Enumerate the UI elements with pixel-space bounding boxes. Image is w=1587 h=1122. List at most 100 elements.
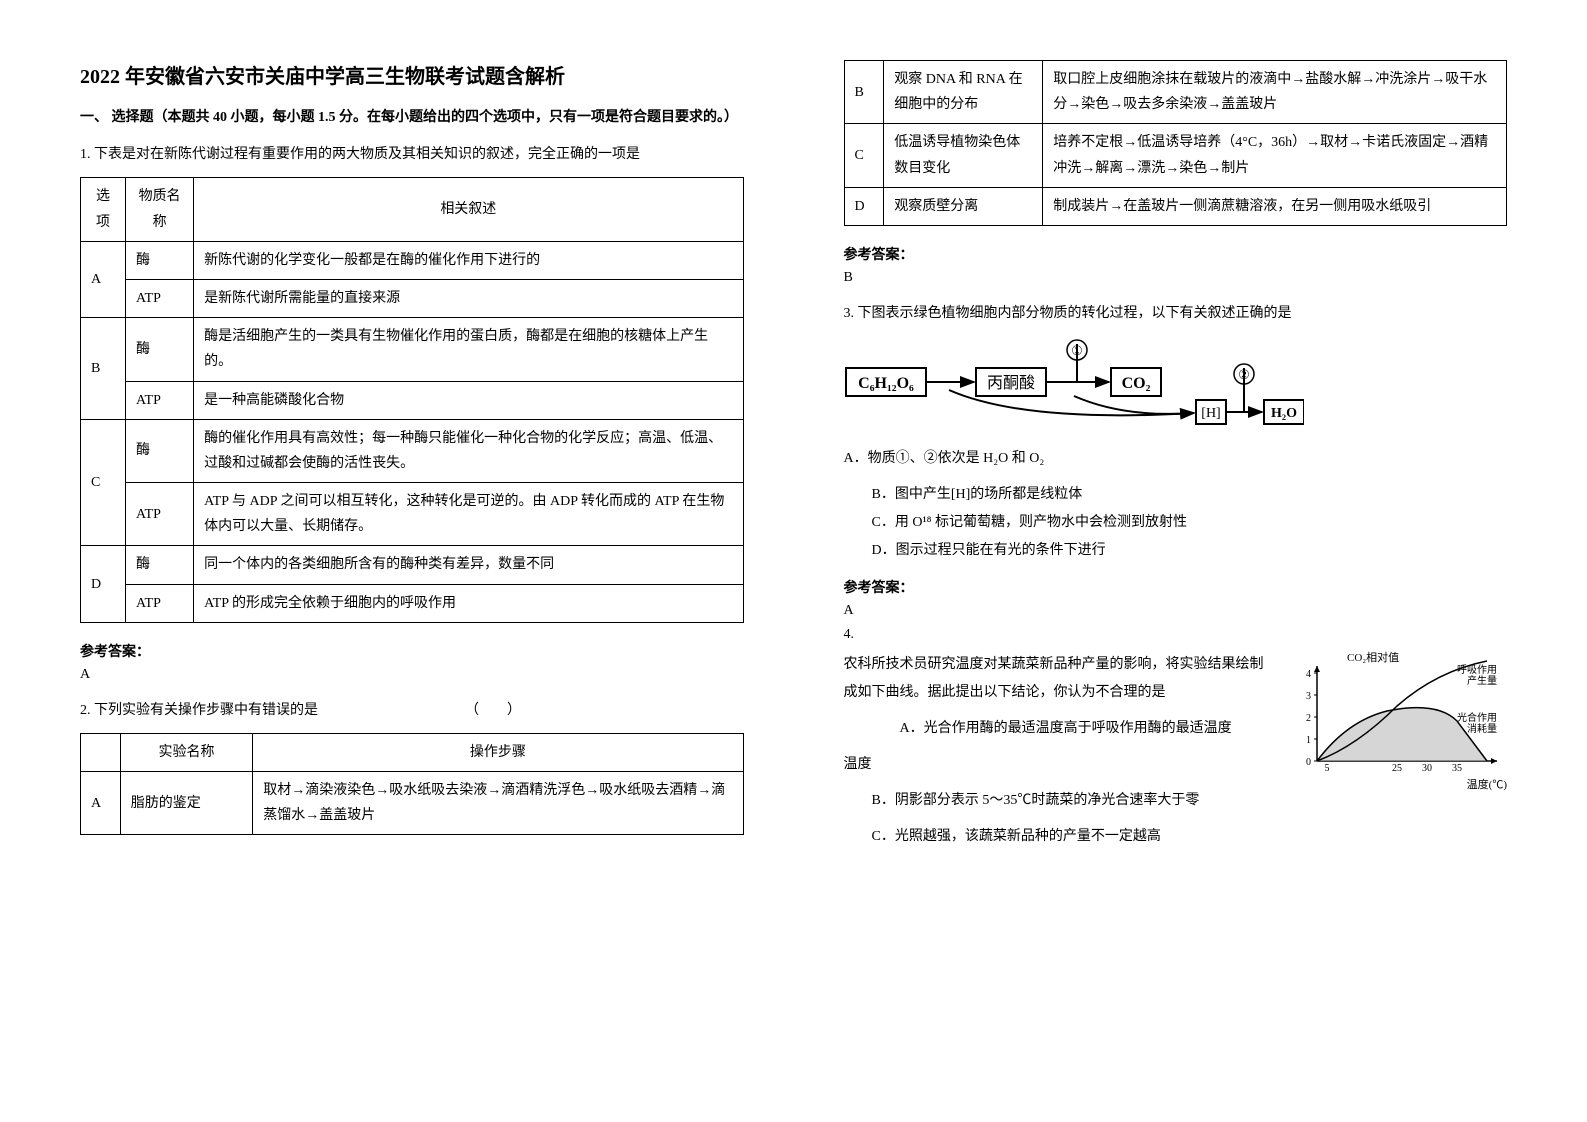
q2-table-part1: 实验名称 操作步骤 A 脂肪的鉴定 取材→滴染液染色→吸水纸吸去染液→滴酒精洗浮… — [80, 733, 744, 836]
q2-d-steps: 制成装片→在盖玻片一侧滴蔗糖溶液，在另一侧用吸水纸吸引 — [1043, 187, 1507, 225]
q1-h2: 相关叙述 — [194, 178, 743, 241]
q3-subopts: B．图中产生[H]的场所都是线粒体 C．用 O¹⁸ 标记葡萄糖，则产物水中会检测… — [872, 481, 1508, 565]
table-row: D 观察质壁分离 制成装片→在盖玻片一侧滴蔗糖溶液，在另一侧用吸水纸吸引 — [844, 187, 1507, 225]
q2-c-steps: 培养不定根→低温诱导培养（4°C，36h）→取材→卡诺氏液固定→酒精冲洗→解离→… — [1043, 124, 1507, 187]
q1-d-opt: D — [81, 546, 126, 622]
svg-text:呼吸作用: 呼吸作用 — [1457, 664, 1497, 676]
answer-label: 参考答案： — [844, 244, 1508, 264]
q2-d-name: 观察质壁分离 — [884, 187, 1043, 225]
q2-h1: 实验名称 — [120, 733, 253, 771]
q1-answer: A — [80, 667, 744, 683]
q1-h0: 选项 — [81, 178, 126, 241]
node-pyruvate: 丙酮酸 — [986, 374, 1034, 392]
q2-blank: （ ） — [465, 703, 521, 718]
q2-h2: 操作步骤 — [253, 733, 743, 771]
q3-opt-a: A．物质①、②依次是 H₂O 和 O₂ — [844, 445, 1508, 473]
q2-a-name: 脂肪的鉴定 — [120, 772, 253, 835]
q3-diagram: C₆H₁₂O₆ 丙酮酸 ① CO₂ [H] ② H₂O — [844, 338, 1508, 435]
table-row: ATP 是新陈代谢所需能量的直接来源 — [81, 279, 744, 317]
node-h2o: H₂O — [1271, 406, 1297, 421]
q2-stem: 2. 下列实验有关操作步骤中有错误的是 （ ） — [80, 697, 744, 725]
q1-c-d1: 酶的催化作用具有高效性；每一种酶只能催化一种化合物的化学反应；高温、低温、过酸和… — [194, 419, 743, 482]
table-row: C 低温诱导植物染色体数目变化 培养不定根→低温诱导培养（4°C，36h）→取材… — [844, 124, 1507, 187]
svg-text:光合作用: 光合作用 — [1457, 711, 1497, 724]
q1-stem: 1. 下表是对在新陈代谢过程有重要作用的两大物质及其相关知识的叙述，完全正确的一… — [80, 141, 744, 169]
table-row: A 脂肪的鉴定 取材→滴染液染色→吸水纸吸去染液→滴酒精洗浮色→吸水纸吸去酒精→… — [81, 772, 744, 835]
q4-chart-svg: CO₂相对值 0 1 2 3 4 5 25 30 35 呼吸作用产生量光合作用消耗量 — [1287, 651, 1507, 771]
left-column: 2022 年安徽省六安市关庙中学高三生物联考试题含解析 一、 选择题（本题共 4… — [0, 0, 794, 1122]
label-1: ① — [1071, 343, 1083, 358]
q2-c-name: 低温诱导植物染色体数目变化 — [884, 124, 1043, 187]
table-header-row: 实验名称 操作步骤 — [81, 733, 744, 771]
table-row: ATP 是一种高能磷酸化合物 — [81, 381, 744, 419]
table-row: D 酶 同一个体内的各类细胞所含有的酶种类有差异，数量不同 — [81, 546, 744, 584]
q1-a-opt: A — [81, 241, 126, 317]
table-row: B 观察 DNA 和 RNA 在细胞中的分布 取口腔上皮细胞涂抹在载玻片的液滴中… — [844, 61, 1507, 124]
q1-b-d1: 酶是活细胞产生的一类具有生物催化作用的蛋白质，酶都是在细胞的核糖体上产生的。 — [194, 318, 743, 381]
table-row: ATP ATP 与 ADP 之间可以相互转化，这种转化是可逆的。由 ADP 转化… — [81, 483, 744, 546]
q2-a-steps: 取材→滴染液染色→吸水纸吸去染液→滴酒精洗浮色→吸水纸吸去酒精→滴蒸馏水→盖盖玻… — [253, 772, 743, 835]
q1-c-opt: C — [81, 419, 126, 546]
q1-b-n2: ATP — [126, 381, 194, 419]
q4-chart: CO₂相对值012345253035呼吸作用产生量光合作用消耗量 温度(℃) — [1287, 651, 1507, 792]
svg-text:3: 3 — [1306, 691, 1311, 702]
svg-text:CO₂相对值: CO₂相对值 — [1347, 651, 1399, 664]
q2-stem-text: 2. 下列实验有关操作步骤中有错误的是 — [80, 703, 318, 718]
label-2: ② — [1238, 367, 1250, 382]
q1-h1: 物质名称 — [126, 178, 194, 241]
q1-d-d1: 同一个体内的各类细胞所含有的酶种类有差异，数量不同 — [194, 546, 743, 584]
q3-opt-d: D．图示过程只能在有光的条件下进行 — [872, 537, 1508, 565]
q2-b-name: 观察 DNA 和 RNA 在细胞中的分布 — [884, 61, 1043, 124]
answer-label: 参考答案： — [844, 577, 1508, 597]
node-co2: CO₂ — [1121, 375, 1150, 392]
q4-block: CO₂相对值012345253035呼吸作用产生量光合作用消耗量 温度(℃) 农… — [844, 651, 1508, 859]
section-1-heading: 一、 选择题（本题共 40 小题，每小题 1.5 分。在每小题给出的四个选项中，… — [80, 107, 744, 129]
svg-text:0: 0 — [1306, 757, 1311, 768]
table-row: C 酶 酶的催化作用具有高效性；每一种酶只能催化一种化合物的化学反应；高温、低温… — [81, 419, 744, 482]
q1-b-opt: B — [81, 318, 126, 420]
svg-text:30: 30 — [1422, 763, 1432, 771]
page-title: 2022 年安徽省六安市关庙中学高三生物联考试题含解析 — [80, 60, 744, 89]
svg-text:35: 35 — [1452, 763, 1462, 771]
q1-d-n1: 酶 — [126, 546, 194, 584]
table-row: ATP ATP 的形成完全依赖于细胞内的呼吸作用 — [81, 584, 744, 622]
svg-text:消耗量: 消耗量 — [1467, 722, 1497, 735]
q2-h0 — [81, 733, 121, 771]
q2-answer: B — [844, 270, 1508, 286]
right-column: B 观察 DNA 和 RNA 在细胞中的分布 取口腔上皮细胞涂抹在载玻片的液滴中… — [794, 0, 1587, 1122]
q1-b-n1: 酶 — [126, 318, 194, 381]
svg-text:1: 1 — [1306, 735, 1311, 746]
q3-diagram-svg: C₆H₁₂O₆ 丙酮酸 ① CO₂ [H] ② H₂O — [844, 338, 1304, 428]
q3-opt-c: C．用 O¹⁸ 标记葡萄糖，则产物水中会检测到放射性 — [872, 509, 1508, 537]
q1-a-d1: 新陈代谢的化学变化一般都是在酶的催化作用下进行的 — [194, 241, 743, 279]
svg-text:5: 5 — [1325, 763, 1330, 771]
q1-d-d2: ATP 的形成完全依赖于细胞内的呼吸作用 — [194, 584, 743, 622]
table-row: A 酶 新陈代谢的化学变化一般都是在酶的催化作用下进行的 — [81, 241, 744, 279]
node-c6h12o6: C₆H₁₂O₆ — [858, 375, 914, 392]
q2-b-opt: B — [844, 61, 884, 124]
answer-label: 参考答案： — [80, 641, 744, 661]
svg-text:4: 4 — [1306, 669, 1311, 680]
table-header-row: 选项 物质名称 相关叙述 — [81, 178, 744, 241]
q2-c-opt: C — [844, 124, 884, 187]
q1-a-n1: 酶 — [126, 241, 194, 279]
q1-a-d2: 是新陈代谢所需能量的直接来源 — [194, 279, 743, 317]
q2-d-opt: D — [844, 187, 884, 225]
svg-text:25: 25 — [1392, 763, 1402, 771]
q1-table: 选项 物质名称 相关叙述 A 酶 新陈代谢的化学变化一般都是在酶的催化作用下进行… — [80, 177, 744, 622]
q3-answer: A — [844, 603, 1508, 619]
q1-c-n2: ATP — [126, 483, 194, 546]
q2-a-opt: A — [81, 772, 121, 835]
q1-d-n2: ATP — [126, 584, 194, 622]
q2-table-part2: B 观察 DNA 和 RNA 在细胞中的分布 取口腔上皮细胞涂抹在载玻片的液滴中… — [844, 60, 1508, 226]
q2-b-steps: 取口腔上皮细胞涂抹在载玻片的液滴中→盐酸水解→冲洗涂片→吸干水分→染色→吸去多余… — [1043, 61, 1507, 124]
svg-text:2: 2 — [1306, 713, 1311, 724]
q1-a-n2: ATP — [126, 279, 194, 317]
q1-b-d2: 是一种高能磷酸化合物 — [194, 381, 743, 419]
q1-c-d2: ATP 与 ADP 之间可以相互转化，这种转化是可逆的。由 ADP 转化而成的 … — [194, 483, 743, 546]
table-row: B 酶 酶是活细胞产生的一类具有生物催化作用的蛋白质，酶都是在细胞的核糖体上产生… — [81, 318, 744, 381]
q4-number: 4. — [844, 621, 1508, 649]
q3-opt-b: B．图中产生[H]的场所都是线粒体 — [872, 481, 1508, 509]
q3-stem: 3. 下图表示绿色植物细胞内部分物质的转化过程，以下有关叙述正确的是 — [844, 300, 1508, 328]
svg-text:产生量: 产生量 — [1467, 674, 1497, 687]
